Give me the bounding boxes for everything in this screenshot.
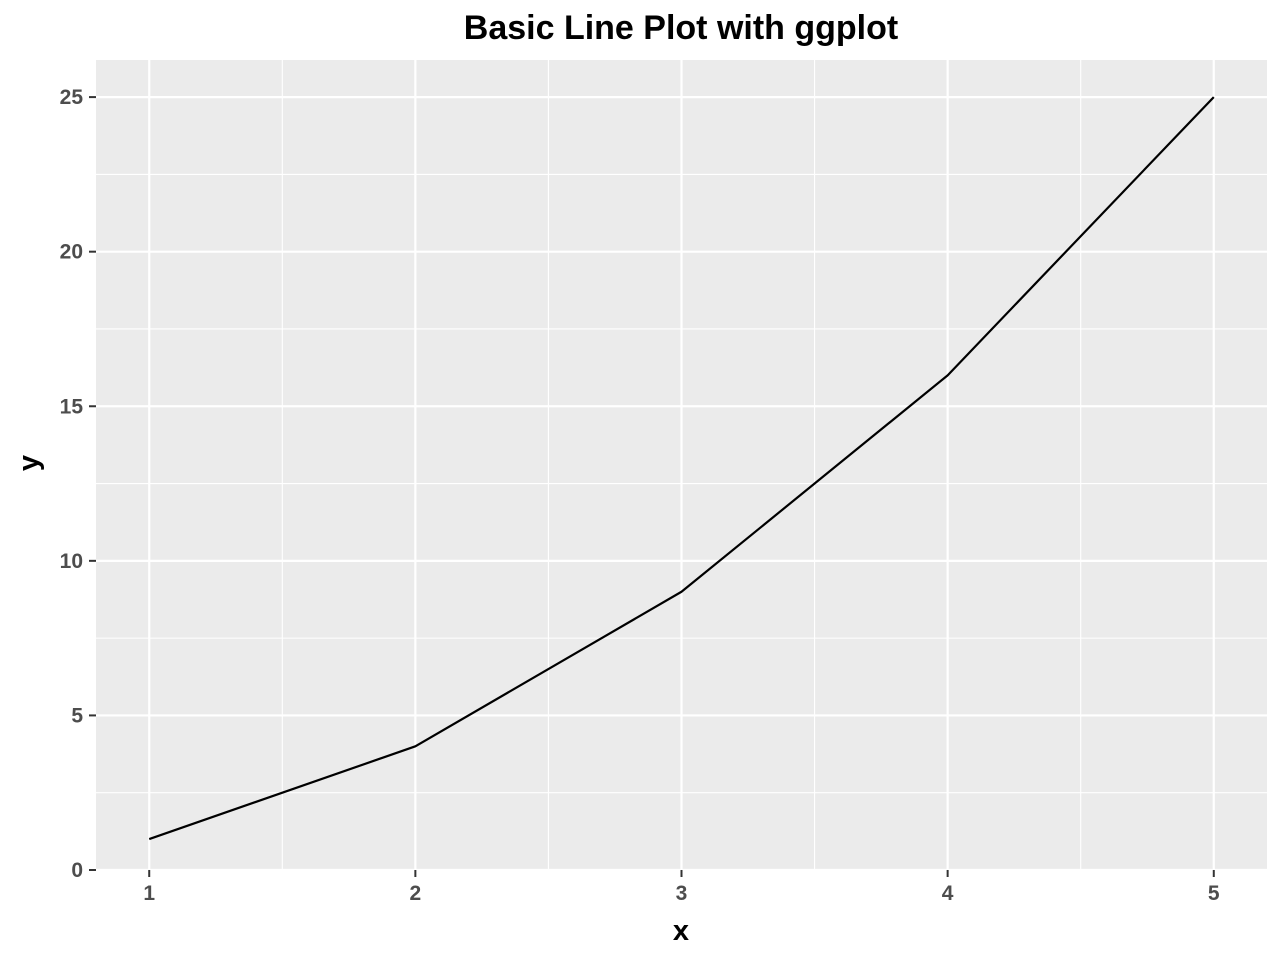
y-tick-label: 15 [60, 395, 84, 418]
y-tick-label: 20 [60, 241, 83, 264]
x-tick-label: 1 [143, 882, 155, 905]
y-axis: 0 5 10 15 20 25 [60, 86, 96, 882]
x-tick-label: 5 [1208, 882, 1220, 905]
y-tick-label: 5 [71, 704, 83, 727]
x-axis-title: x [673, 915, 689, 947]
x-tick-label: 2 [410, 882, 422, 905]
y-tick-label: 0 [71, 859, 83, 882]
x-tick-label: 3 [676, 882, 688, 905]
y-axis-title: y [13, 455, 45, 471]
series-layer [148, 96, 1215, 841]
chart-title: Basic Line Plot with ggplot [464, 9, 898, 47]
x-axis: 1 2 3 4 5 [143, 870, 1220, 905]
x-tick-label: 4 [942, 882, 954, 905]
y-tick-label: 10 [60, 550, 83, 573]
series-line [148, 96, 1215, 841]
y-tick-label: 25 [60, 86, 84, 109]
